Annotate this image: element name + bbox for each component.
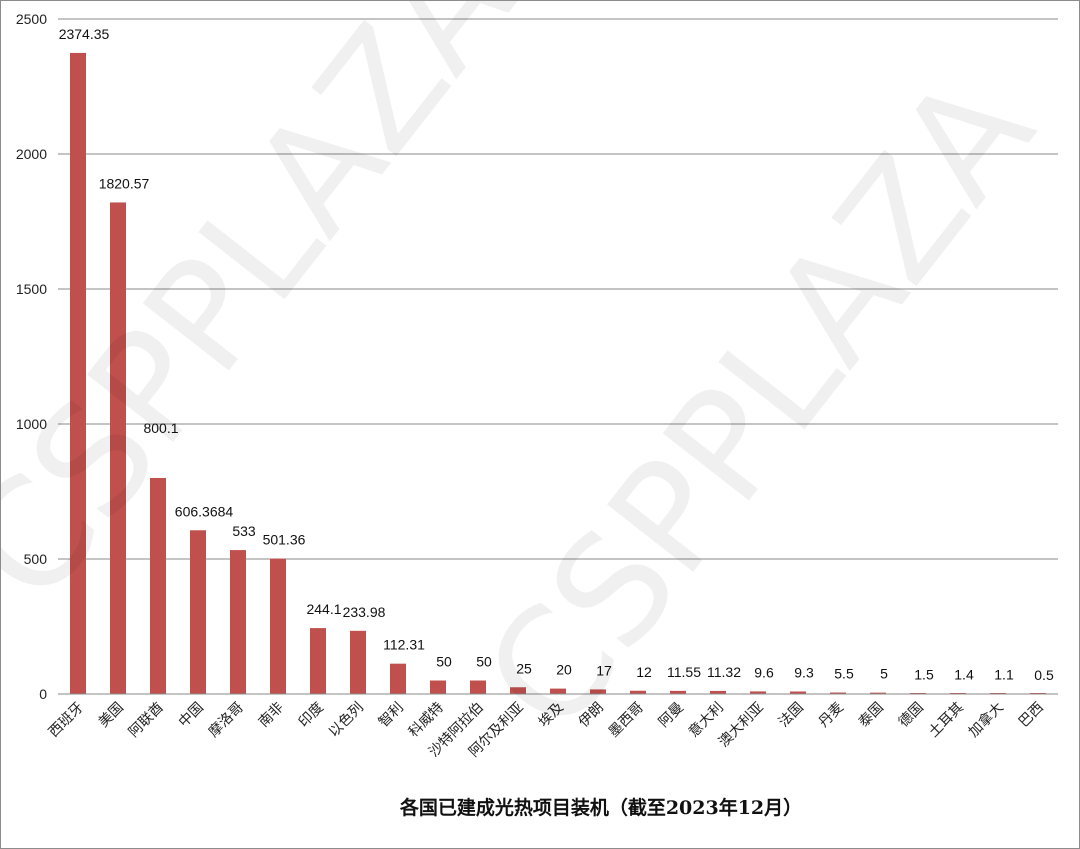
x-category-label: 澳大利亚: [716, 700, 767, 751]
data-label: 1.4: [954, 667, 974, 683]
bar: [830, 692, 846, 694]
x-category-label: 西班牙: [46, 700, 87, 741]
x-category-label: 泰国: [856, 700, 887, 731]
x-category-label: 以色列: [325, 699, 367, 741]
data-label: 20: [556, 662, 572, 678]
bar: [470, 680, 486, 694]
bar: [590, 689, 606, 694]
data-label: 17: [596, 662, 612, 678]
bar: [430, 680, 446, 694]
data-label: 50: [476, 654, 492, 670]
x-category-label: 巴西: [1016, 700, 1047, 731]
data-label: 5.5: [834, 666, 854, 682]
x-category-label: 丹麦: [816, 700, 847, 731]
bar: [550, 688, 566, 694]
x-category-label: 中国: [176, 700, 207, 731]
data-label: 244.1: [306, 601, 341, 617]
data-label: 2374.35: [59, 26, 110, 42]
y-tick-label: 0: [39, 686, 47, 702]
x-category-label: 智利: [376, 700, 407, 731]
bar: [310, 628, 326, 694]
gridlines: [58, 18, 1058, 560]
bar: [790, 691, 806, 694]
bar: [630, 690, 646, 694]
x-category-label: 加拿大: [965, 699, 1007, 741]
bars: [70, 52, 1046, 695]
x-category-label: 阿联酋: [125, 699, 167, 741]
x-axis-title: 各国已建成光热项目装机（截至2023年12月）: [399, 796, 802, 819]
data-label: 11.55: [667, 664, 701, 680]
bar: [710, 690, 726, 694]
bar: [390, 663, 406, 694]
y-tick-label: 2500: [16, 11, 47, 27]
data-label: 112.31: [383, 637, 425, 653]
bar: [750, 691, 766, 694]
bar: [270, 558, 286, 694]
data-label: 0.5: [1034, 667, 1054, 683]
x-category-label: 摩洛哥: [205, 699, 247, 741]
bar: [150, 477, 166, 694]
data-label: 9.3: [794, 664, 814, 680]
x-category-label: 法国: [776, 700, 807, 731]
data-labels: 2374.35 1820.57 800.1 606.3684 533 501.36 244.…: [59, 26, 1054, 683]
data-label: 501.36: [263, 532, 306, 548]
y-tick-label: 1000: [16, 416, 47, 432]
bar: [190, 530, 206, 694]
x-category-label: 德国: [896, 700, 927, 731]
bar: [350, 630, 366, 694]
x-category-label: 土耳其: [926, 700, 967, 741]
data-label: 606.3684: [175, 503, 234, 519]
data-label: 5: [880, 666, 888, 682]
data-label: 1820.57: [99, 175, 150, 191]
bar: [70, 52, 86, 695]
watermark-text: CSPPLAZA: [452, 45, 1067, 764]
data-label: 533: [232, 523, 256, 539]
x-category-label: 南非: [256, 700, 287, 731]
data-label: 11.32: [707, 664, 741, 680]
data-label: 9.6: [754, 664, 774, 680]
bar: [110, 202, 126, 694]
y-axis-ticks: 0 500 1000 1500 2000 2500: [16, 11, 47, 702]
bar: [230, 550, 246, 694]
data-label: 25: [516, 660, 532, 676]
bar: [510, 687, 526, 694]
y-tick-label: 2000: [16, 146, 47, 162]
data-label: 1.5: [914, 667, 934, 683]
data-label: 800.1: [143, 420, 178, 436]
bar: [870, 692, 886, 694]
y-tick-label: 1500: [16, 281, 47, 297]
y-tick-label: 500: [24, 551, 48, 567]
x-category-label: 阿曼: [656, 700, 687, 731]
data-label: 233.98: [343, 604, 386, 620]
data-label: 12: [636, 664, 652, 680]
x-category-label: 美国: [96, 700, 127, 731]
bar: [670, 690, 686, 694]
data-label: 50: [436, 654, 452, 670]
data-label: 1.1: [994, 667, 1014, 683]
x-category-label: 印度: [296, 700, 327, 731]
